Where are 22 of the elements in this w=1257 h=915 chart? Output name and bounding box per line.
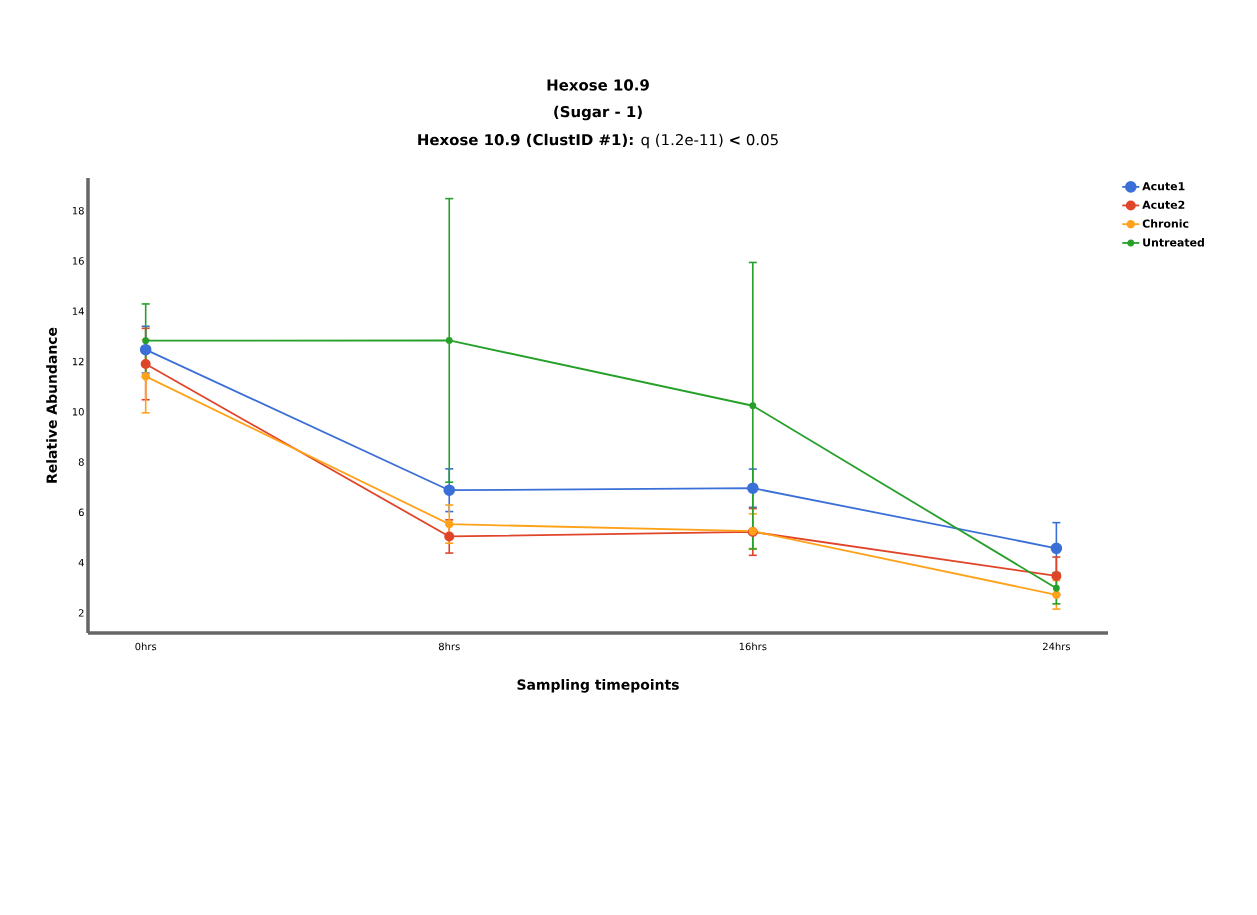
- y-tick-label: 2: [78, 609, 84, 617]
- chart-subtitle: (Sugar - 1): [554, 105, 642, 121]
- y-tick-label: 8: [78, 458, 84, 466]
- legend-label: Chronic: [1142, 219, 1189, 228]
- y-axis-title: Relative Abundance: [46, 327, 57, 483]
- y-tick-label: 16: [72, 257, 84, 265]
- x-tick-label: 24hrs: [1042, 642, 1071, 651]
- legend-label: Acute2: [1142, 200, 1185, 209]
- chart-title: Hexose 10.9: [547, 79, 649, 91]
- text: Hexose 10.9 (ClustID #1): q (1.2e-11) < 0.05: [418, 133, 778, 149]
- y-tick-label: 14: [72, 307, 84, 315]
- y-tick-label: 4: [78, 558, 84, 567]
- x-tick-label: 16hrs: [739, 642, 767, 651]
- x-tick-label: 8hrs: [438, 642, 460, 651]
- y-tick-label: 12: [72, 357, 84, 366]
- y-tick-label: 6: [78, 508, 84, 517]
- x-tick-label: 0hrs: [135, 642, 157, 651]
- legend-label: Untreated: [1143, 238, 1204, 247]
- x-axis-title: Sampling timepoints: [517, 679, 679, 693]
- y-tick-label: 18: [72, 206, 84, 215]
- y-tick-label: 10: [72, 408, 84, 416]
- legend-label: Acute1: [1142, 182, 1185, 191]
